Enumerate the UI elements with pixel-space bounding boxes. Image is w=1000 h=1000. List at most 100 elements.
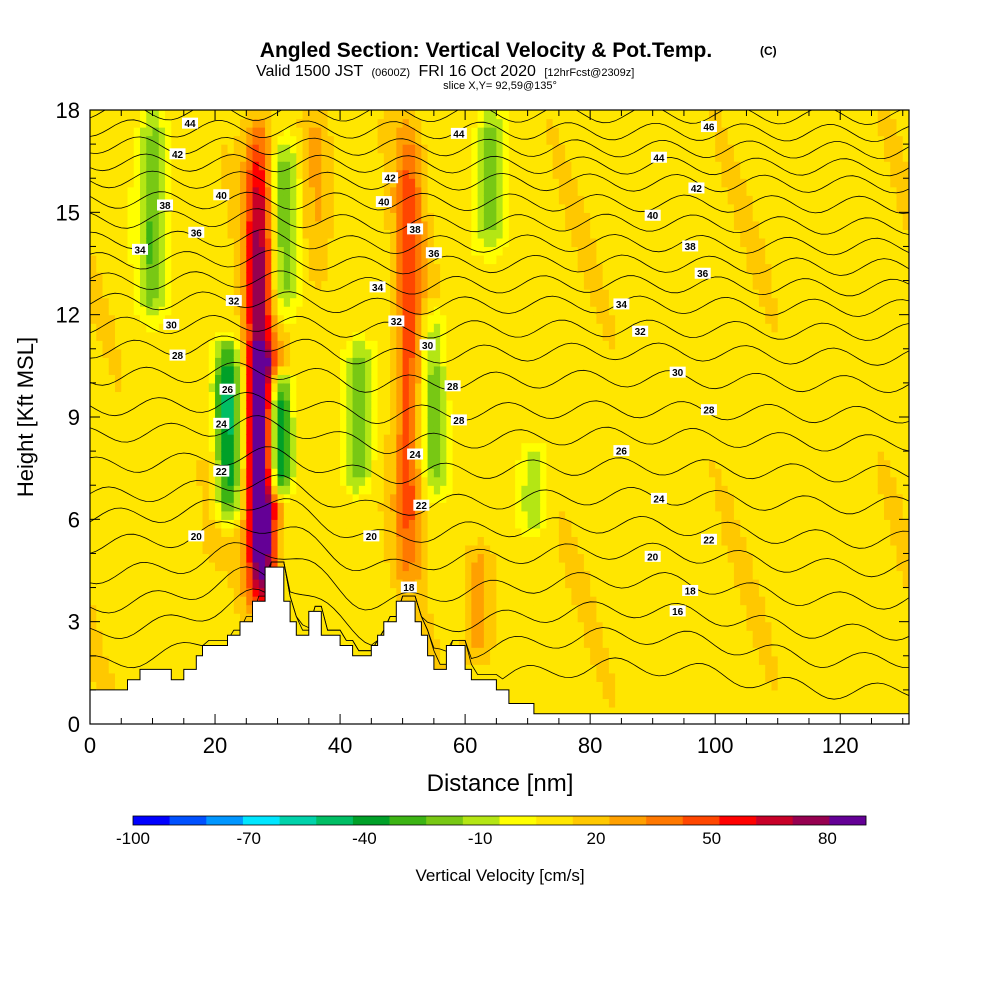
field-cell — [252, 519, 260, 529]
field-cell — [471, 459, 479, 469]
field-cell — [221, 203, 229, 213]
field-cell — [158, 442, 166, 452]
field-cell — [346, 476, 354, 486]
field-cell — [308, 365, 316, 375]
field-cell — [346, 434, 354, 444]
field-cell — [290, 613, 297, 623]
field-cell — [308, 468, 316, 478]
field-cell — [133, 579, 141, 589]
field-cell — [90, 331, 97, 341]
field-cell — [165, 553, 172, 563]
field-cell — [358, 391, 366, 401]
field-cell — [358, 553, 366, 563]
field-cell — [402, 425, 410, 435]
field-cell — [290, 365, 297, 375]
field-cell — [121, 382, 129, 393]
field-cell — [477, 161, 485, 171]
field-cell — [140, 553, 147, 563]
field-cell — [433, 425, 441, 435]
field-cell — [227, 502, 235, 512]
field-cell — [496, 246, 504, 256]
field-cell — [252, 212, 260, 222]
field-cell — [90, 459, 97, 469]
field-cell — [496, 161, 504, 171]
field-cell — [227, 434, 235, 444]
field-cell — [271, 536, 279, 546]
field-cell — [477, 664, 485, 674]
field-cell — [402, 502, 410, 512]
field-cell — [427, 544, 435, 555]
field-cell — [302, 570, 310, 580]
field-cell — [246, 434, 254, 444]
field-cell — [140, 459, 147, 469]
field-cell — [196, 340, 204, 350]
field-cell — [446, 553, 454, 563]
field-cell — [515, 468, 522, 478]
field-cell — [396, 365, 404, 375]
field-cell — [246, 348, 254, 358]
field-cell — [290, 340, 297, 350]
field-cell — [133, 647, 141, 657]
field-cell — [408, 476, 416, 486]
field-cell — [508, 391, 516, 401]
field-cell — [165, 365, 172, 375]
field-cell — [346, 186, 354, 196]
field-cell — [396, 306, 404, 316]
field-cell — [352, 553, 360, 563]
field-cell — [515, 144, 522, 154]
field-cell — [240, 365, 247, 375]
field-cell — [490, 510, 497, 520]
field-cell — [390, 365, 397, 375]
field-cell — [440, 561, 447, 572]
field-cell — [415, 297, 422, 307]
field-cell — [258, 493, 266, 503]
field-cell — [446, 621, 454, 631]
field-cell — [146, 638, 154, 648]
field-cell — [346, 587, 354, 597]
field-cell — [158, 510, 166, 520]
field-cell — [102, 553, 110, 563]
field-cell — [121, 468, 129, 478]
field-cell — [121, 613, 129, 623]
field-cell — [265, 289, 272, 299]
field-cell — [296, 161, 304, 171]
field-cell — [365, 604, 372, 614]
field-cell — [196, 604, 204, 614]
field-cell — [427, 144, 435, 154]
field-cell — [377, 323, 385, 333]
field-cell — [340, 263, 347, 273]
field-cell — [258, 254, 266, 265]
field-cell — [208, 340, 216, 350]
field-cell — [208, 280, 216, 290]
field-cell — [158, 297, 166, 307]
field-cell — [477, 655, 485, 665]
field-cell — [346, 118, 354, 128]
field-cell — [227, 323, 235, 333]
field-cell — [515, 340, 522, 350]
field-cell — [496, 365, 504, 375]
field-cell — [146, 186, 154, 196]
field-cell — [446, 374, 454, 384]
chart-title: Angled Section: Vertical Velocity & Pot.… — [260, 39, 712, 62]
field-cell — [202, 314, 210, 324]
field-cell — [371, 561, 379, 572]
field-cell — [171, 220, 179, 230]
field-cell — [196, 195, 204, 205]
field-cell — [502, 178, 510, 188]
field-cell — [458, 391, 466, 401]
field-cell — [108, 553, 116, 563]
field-cell — [502, 655, 510, 665]
field-cell — [465, 314, 472, 324]
field-cell — [390, 613, 397, 623]
field-cell — [321, 306, 329, 316]
field-cell — [177, 544, 185, 555]
field-cell — [183, 178, 191, 188]
field-cell — [183, 391, 191, 401]
field-cell — [271, 263, 279, 273]
field-cell — [408, 144, 416, 154]
field-cell — [140, 476, 147, 486]
field-cell — [477, 604, 485, 614]
field-cell — [452, 323, 460, 333]
field-cell — [296, 399, 304, 410]
field-cell — [121, 263, 129, 273]
